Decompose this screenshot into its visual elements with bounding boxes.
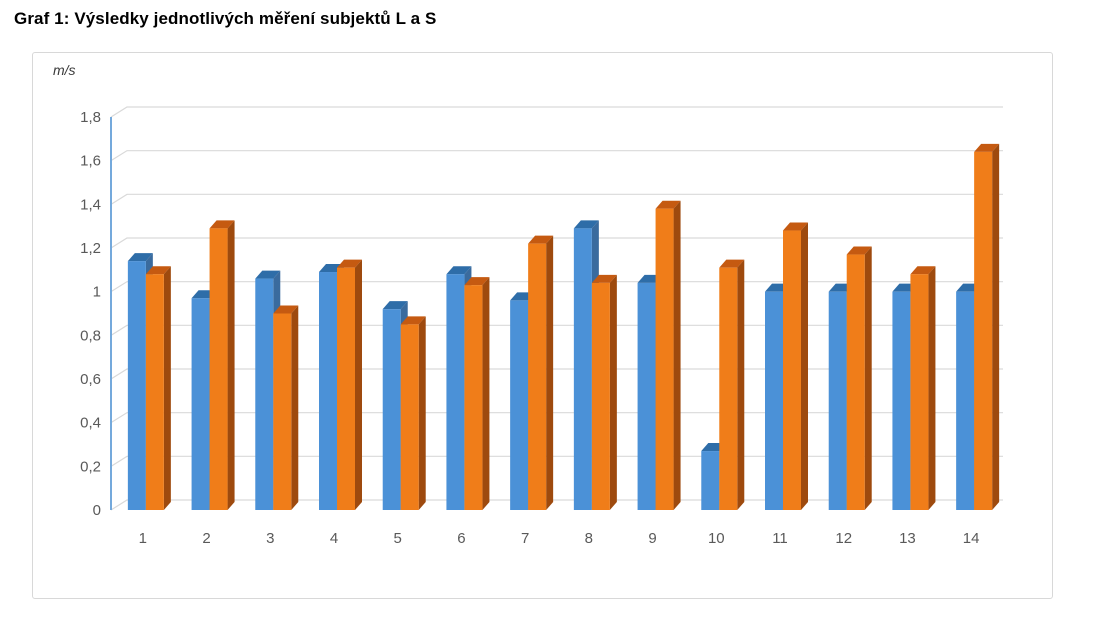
bar-S-2 bbox=[209, 220, 235, 510]
x-tick-label: 10 bbox=[708, 530, 725, 547]
x-tick-label: 5 bbox=[394, 530, 402, 547]
x-tick-label: 14 bbox=[963, 530, 980, 547]
gridline bbox=[110, 150, 1003, 162]
x-tick-label: 2 bbox=[202, 530, 210, 547]
bar-S-11 bbox=[783, 222, 808, 511]
y-axis-tick-labels: 0 0,2 0,4 0,6 0,8 1 1,2 1,4 1,6 1,8 bbox=[80, 109, 101, 519]
bar-S-1 bbox=[145, 266, 171, 510]
y-tick-label: 0 bbox=[93, 502, 101, 519]
x-tick-label: 8 bbox=[585, 530, 593, 547]
x-tick-label: 6 bbox=[457, 530, 465, 547]
gridline bbox=[110, 412, 1003, 424]
y-tick-label: 1 bbox=[93, 284, 101, 301]
bar-S-9 bbox=[655, 200, 681, 510]
y-axis-unit-label: m/s bbox=[53, 62, 76, 78]
gridline bbox=[110, 281, 1003, 293]
y-tick-label: 1,8 bbox=[80, 109, 101, 126]
bar-S-4 bbox=[337, 259, 362, 510]
bars bbox=[127, 143, 1000, 511]
bar-S-13 bbox=[910, 266, 936, 510]
gridline bbox=[110, 193, 1003, 205]
y-tick-label: 0,2 bbox=[80, 458, 101, 475]
y-tick-label: 1,2 bbox=[80, 240, 101, 257]
bar-S-6 bbox=[464, 277, 490, 510]
bar-S-10 bbox=[719, 259, 745, 510]
bar-S-7 bbox=[528, 235, 554, 510]
bar-S-5 bbox=[400, 316, 426, 510]
x-axis-tick-labels: 1 2 3 4 5 6 7 8 9 10 11 12 13 14 bbox=[139, 530, 980, 547]
x-tick-label: 11 bbox=[772, 530, 788, 547]
x-tick-label: 7 bbox=[521, 530, 529, 547]
gridlines bbox=[110, 106, 1003, 511]
gridline bbox=[110, 368, 1003, 380]
x-tick-label: 9 bbox=[648, 530, 656, 547]
x-tick-label: 3 bbox=[266, 530, 274, 547]
y-tick-label: 0,4 bbox=[80, 415, 101, 432]
bar-S-12 bbox=[846, 246, 872, 511]
bar-S-3 bbox=[273, 305, 299, 510]
gridline bbox=[110, 237, 1003, 249]
gridline bbox=[110, 106, 1003, 118]
y-tick-label: 1,6 bbox=[80, 153, 101, 170]
x-tick-label: 1 bbox=[139, 530, 147, 547]
bar-S-14 bbox=[974, 143, 1000, 510]
chart-title: Graf 1: Výsledky jednotlivých měření sub… bbox=[14, 9, 437, 28]
chart-frame: m/s 0 0,2 0,4 0,6 0,8 1 1,2 1,4 1,6 1,8 1 2 3 4 5 6 7 8 9 1… bbox=[32, 52, 1053, 599]
gridline bbox=[110, 324, 1003, 336]
y-tick-label: 0,8 bbox=[80, 327, 101, 344]
x-tick-label: 13 bbox=[899, 530, 916, 547]
bar-S-8 bbox=[591, 274, 617, 510]
y-tick-label: 1,4 bbox=[80, 196, 101, 213]
y-tick-label: 0,6 bbox=[80, 371, 101, 388]
x-tick-label: 12 bbox=[835, 530, 852, 547]
x-tick-label: 4 bbox=[330, 530, 338, 547]
bar-chart-plot: 00,20,40,60,811,21,41,61,81 2 3 4 5 6 7 8 9 10 11 1… bbox=[80, 106, 1003, 547]
